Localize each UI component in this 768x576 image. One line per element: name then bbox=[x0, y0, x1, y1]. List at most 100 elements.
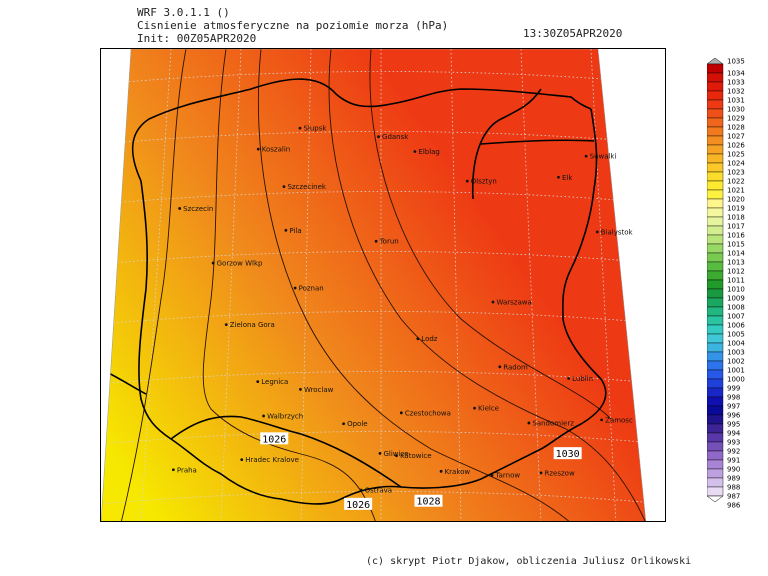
city-zielona-gora: Zielona Gora bbox=[224, 321, 275, 329]
city-praha: Praha bbox=[171, 466, 197, 474]
city-dot bbox=[490, 473, 494, 477]
map-frame: Slupsk Koszalin Gdansk Elblag Suwalki Szczeci… bbox=[100, 48, 666, 522]
colorbar-label: 991 bbox=[727, 457, 740, 465]
credit-line: (c) skrypt Piotr Djakow, obliczenia Juli… bbox=[366, 556, 692, 567]
colorbar-label: 997 bbox=[727, 403, 740, 411]
city-kielce: Kielce bbox=[473, 405, 499, 413]
city-gliwice: Gliwice bbox=[378, 450, 409, 458]
city-dot bbox=[465, 179, 469, 183]
city-dot bbox=[298, 126, 302, 130]
colorbar-label: 1014 bbox=[727, 250, 745, 258]
city-elblag: Elblag bbox=[413, 148, 440, 156]
colorbar-label: 1013 bbox=[727, 259, 745, 267]
city-gorzow-wlkp: Gorzow Wlkp bbox=[211, 260, 263, 268]
colorbar-bin bbox=[707, 63, 724, 74]
city-dot bbox=[567, 377, 571, 380]
colorbar-label: 1026 bbox=[727, 142, 745, 150]
colorbar-label: 1024 bbox=[727, 160, 745, 168]
colorbar-bin bbox=[707, 477, 724, 488]
city-dot bbox=[256, 380, 260, 384]
city-label: Krakow bbox=[445, 468, 471, 476]
city-elk: Elk bbox=[557, 174, 573, 182]
colorbar-label: 986 bbox=[727, 502, 741, 510]
colorbar-bin bbox=[707, 171, 724, 182]
isobar-label: 1026 bbox=[344, 497, 373, 511]
colorbar-label: 1028 bbox=[727, 124, 745, 132]
colorbar-bin bbox=[707, 387, 724, 398]
colorbar-label: 1017 bbox=[727, 223, 745, 231]
city-dot bbox=[600, 418, 604, 422]
colorbar-bin bbox=[707, 144, 724, 155]
city-dot bbox=[299, 388, 302, 391]
colorbar-label: 988 bbox=[727, 484, 740, 492]
colorbar-label: 1021 bbox=[727, 187, 745, 195]
colorbar-bin bbox=[707, 306, 724, 317]
city-label: Katowice bbox=[400, 452, 432, 460]
city-dot bbox=[399, 411, 403, 415]
city-slupsk: Slupsk bbox=[298, 125, 327, 133]
isobar-label: 1028 bbox=[414, 494, 443, 508]
country-borders bbox=[101, 78, 607, 505]
city-gdansk: Gdansk bbox=[377, 133, 409, 141]
colorbar-bin bbox=[707, 432, 724, 443]
city-dot bbox=[378, 451, 382, 455]
colorbar-bin bbox=[707, 423, 724, 434]
city-dot bbox=[498, 365, 502, 369]
colorbar-label: 1018 bbox=[727, 214, 745, 222]
colorbar-label: 1008 bbox=[727, 304, 745, 312]
city-katowice: Katowice bbox=[395, 452, 432, 460]
colorbar-bin bbox=[707, 135, 724, 146]
colorbar-max-arrow bbox=[707, 58, 724, 65]
colorbar-bin bbox=[707, 252, 724, 263]
city-dot bbox=[342, 422, 346, 426]
city-torun: Torun bbox=[374, 238, 399, 246]
colorbar-label: 1034 bbox=[727, 70, 745, 78]
colorbar-label: 1025 bbox=[727, 151, 745, 159]
colorbar-label: 1032 bbox=[727, 88, 745, 96]
colorbar-bin bbox=[707, 396, 724, 407]
colorbar-label: 1035 bbox=[727, 58, 745, 66]
colorbar-bin bbox=[707, 450, 724, 461]
city-sandomierz: Sandomierz bbox=[527, 419, 574, 427]
city-label: Kielce bbox=[478, 405, 499, 413]
city-label: Legnica bbox=[261, 378, 288, 386]
colorbar-bin bbox=[707, 126, 724, 137]
city-czestochowa: Czestochowa bbox=[399, 409, 451, 417]
colorbar-label: 1015 bbox=[727, 241, 745, 249]
city-label: Torun bbox=[379, 238, 399, 246]
colorbar-label: 1000 bbox=[727, 376, 745, 384]
city-label: Radom bbox=[503, 363, 528, 371]
city-label: Bialystok bbox=[601, 228, 634, 236]
isobar-labels: 102610261026102810281030 bbox=[260, 432, 582, 511]
city-dot bbox=[171, 468, 175, 472]
colorbar-label: 995 bbox=[727, 421, 740, 429]
valid-time: 13:30Z05APR2020 bbox=[523, 27, 623, 40]
city-label: Warszawa bbox=[496, 299, 531, 307]
colorbar-bin bbox=[707, 189, 724, 200]
colorbar-bin bbox=[707, 297, 724, 308]
colorbar-bin bbox=[707, 333, 724, 344]
isobar-label: 1030 bbox=[553, 447, 582, 460]
city-dot bbox=[178, 207, 182, 210]
city-opole: Opole bbox=[342, 420, 368, 428]
city-koszalin: Koszalin bbox=[256, 146, 290, 154]
isobar-lines bbox=[120, 49, 646, 521]
city-radom: Radom bbox=[498, 363, 528, 371]
colorbar-label: 993 bbox=[727, 439, 740, 447]
city-suwalki: Suwalki bbox=[584, 153, 617, 161]
colorbar-bin bbox=[707, 315, 724, 326]
colorbar-bin bbox=[707, 414, 724, 425]
colorbar-bin bbox=[707, 72, 724, 83]
colorbar-bin bbox=[707, 288, 724, 299]
colorbar-label: 1033 bbox=[727, 79, 745, 87]
city-label: Hradec Kralove bbox=[245, 456, 299, 464]
colorbar-label: 1023 bbox=[727, 169, 745, 177]
colorbar-bin bbox=[707, 486, 724, 497]
city-label: Suwalki bbox=[590, 153, 617, 161]
colorbar-label: 1020 bbox=[727, 196, 745, 204]
city-olsztyn: Olsztyn bbox=[465, 178, 497, 186]
city-dot bbox=[527, 421, 531, 425]
colorbar-label: 1007 bbox=[727, 313, 745, 321]
colorbar-label: 996 bbox=[727, 412, 741, 420]
colorbar-label: 1029 bbox=[727, 115, 745, 123]
